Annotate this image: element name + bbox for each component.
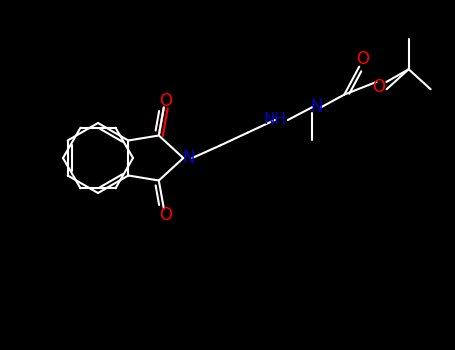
Text: O: O (159, 91, 172, 110)
Text: O: O (356, 50, 369, 68)
Text: N: N (182, 149, 195, 167)
Text: N: N (311, 98, 324, 116)
Text: NH: NH (263, 112, 286, 127)
Text: O: O (372, 78, 385, 96)
Text: O: O (159, 206, 172, 224)
